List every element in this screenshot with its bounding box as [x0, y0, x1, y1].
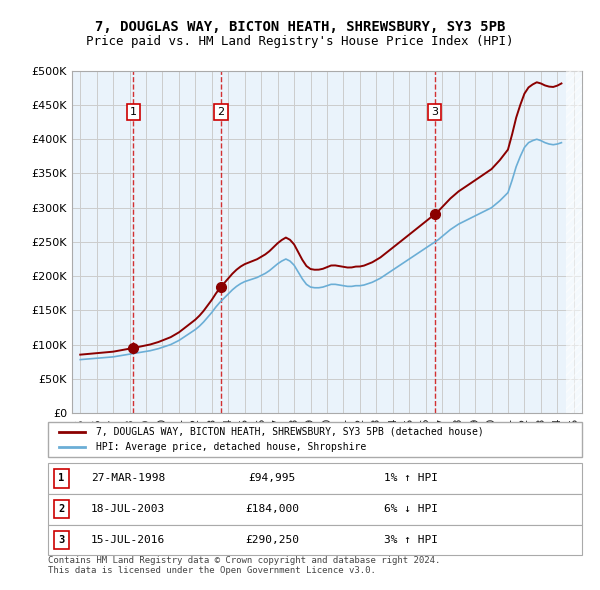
- Text: Price paid vs. HM Land Registry's House Price Index (HPI): Price paid vs. HM Land Registry's House …: [86, 35, 514, 48]
- Text: 1: 1: [130, 107, 137, 117]
- Text: 1% ↑ HPI: 1% ↑ HPI: [384, 474, 438, 483]
- FancyBboxPatch shape: [48, 463, 582, 494]
- Text: Contains HM Land Registry data © Crown copyright and database right 2024.
This d: Contains HM Land Registry data © Crown c…: [48, 556, 440, 575]
- Text: HPI: Average price, detached house, Shropshire: HPI: Average price, detached house, Shro…: [96, 442, 367, 453]
- Text: 2: 2: [58, 504, 64, 514]
- Text: 27-MAR-1998: 27-MAR-1998: [91, 474, 165, 483]
- Text: 1: 1: [58, 474, 64, 483]
- Text: £94,995: £94,995: [248, 474, 296, 483]
- Text: 6% ↓ HPI: 6% ↓ HPI: [384, 504, 438, 514]
- Text: £184,000: £184,000: [245, 504, 299, 514]
- Text: 7, DOUGLAS WAY, BICTON HEATH, SHREWSBURY, SY3 5PB (detached house): 7, DOUGLAS WAY, BICTON HEATH, SHREWSBURY…: [96, 427, 484, 437]
- Text: £290,250: £290,250: [245, 535, 299, 545]
- FancyBboxPatch shape: [48, 494, 582, 525]
- Text: 3% ↑ HPI: 3% ↑ HPI: [384, 535, 438, 545]
- FancyBboxPatch shape: [48, 525, 582, 555]
- Text: 7, DOUGLAS WAY, BICTON HEATH, SHREWSBURY, SY3 5PB: 7, DOUGLAS WAY, BICTON HEATH, SHREWSBURY…: [95, 19, 505, 34]
- Text: 2: 2: [217, 107, 224, 117]
- Text: 18-JUL-2003: 18-JUL-2003: [91, 504, 165, 514]
- Bar: [566, 71, 582, 413]
- FancyBboxPatch shape: [48, 422, 582, 457]
- Text: 3: 3: [58, 535, 64, 545]
- Text: 3: 3: [431, 107, 438, 117]
- Text: 15-JUL-2016: 15-JUL-2016: [91, 535, 165, 545]
